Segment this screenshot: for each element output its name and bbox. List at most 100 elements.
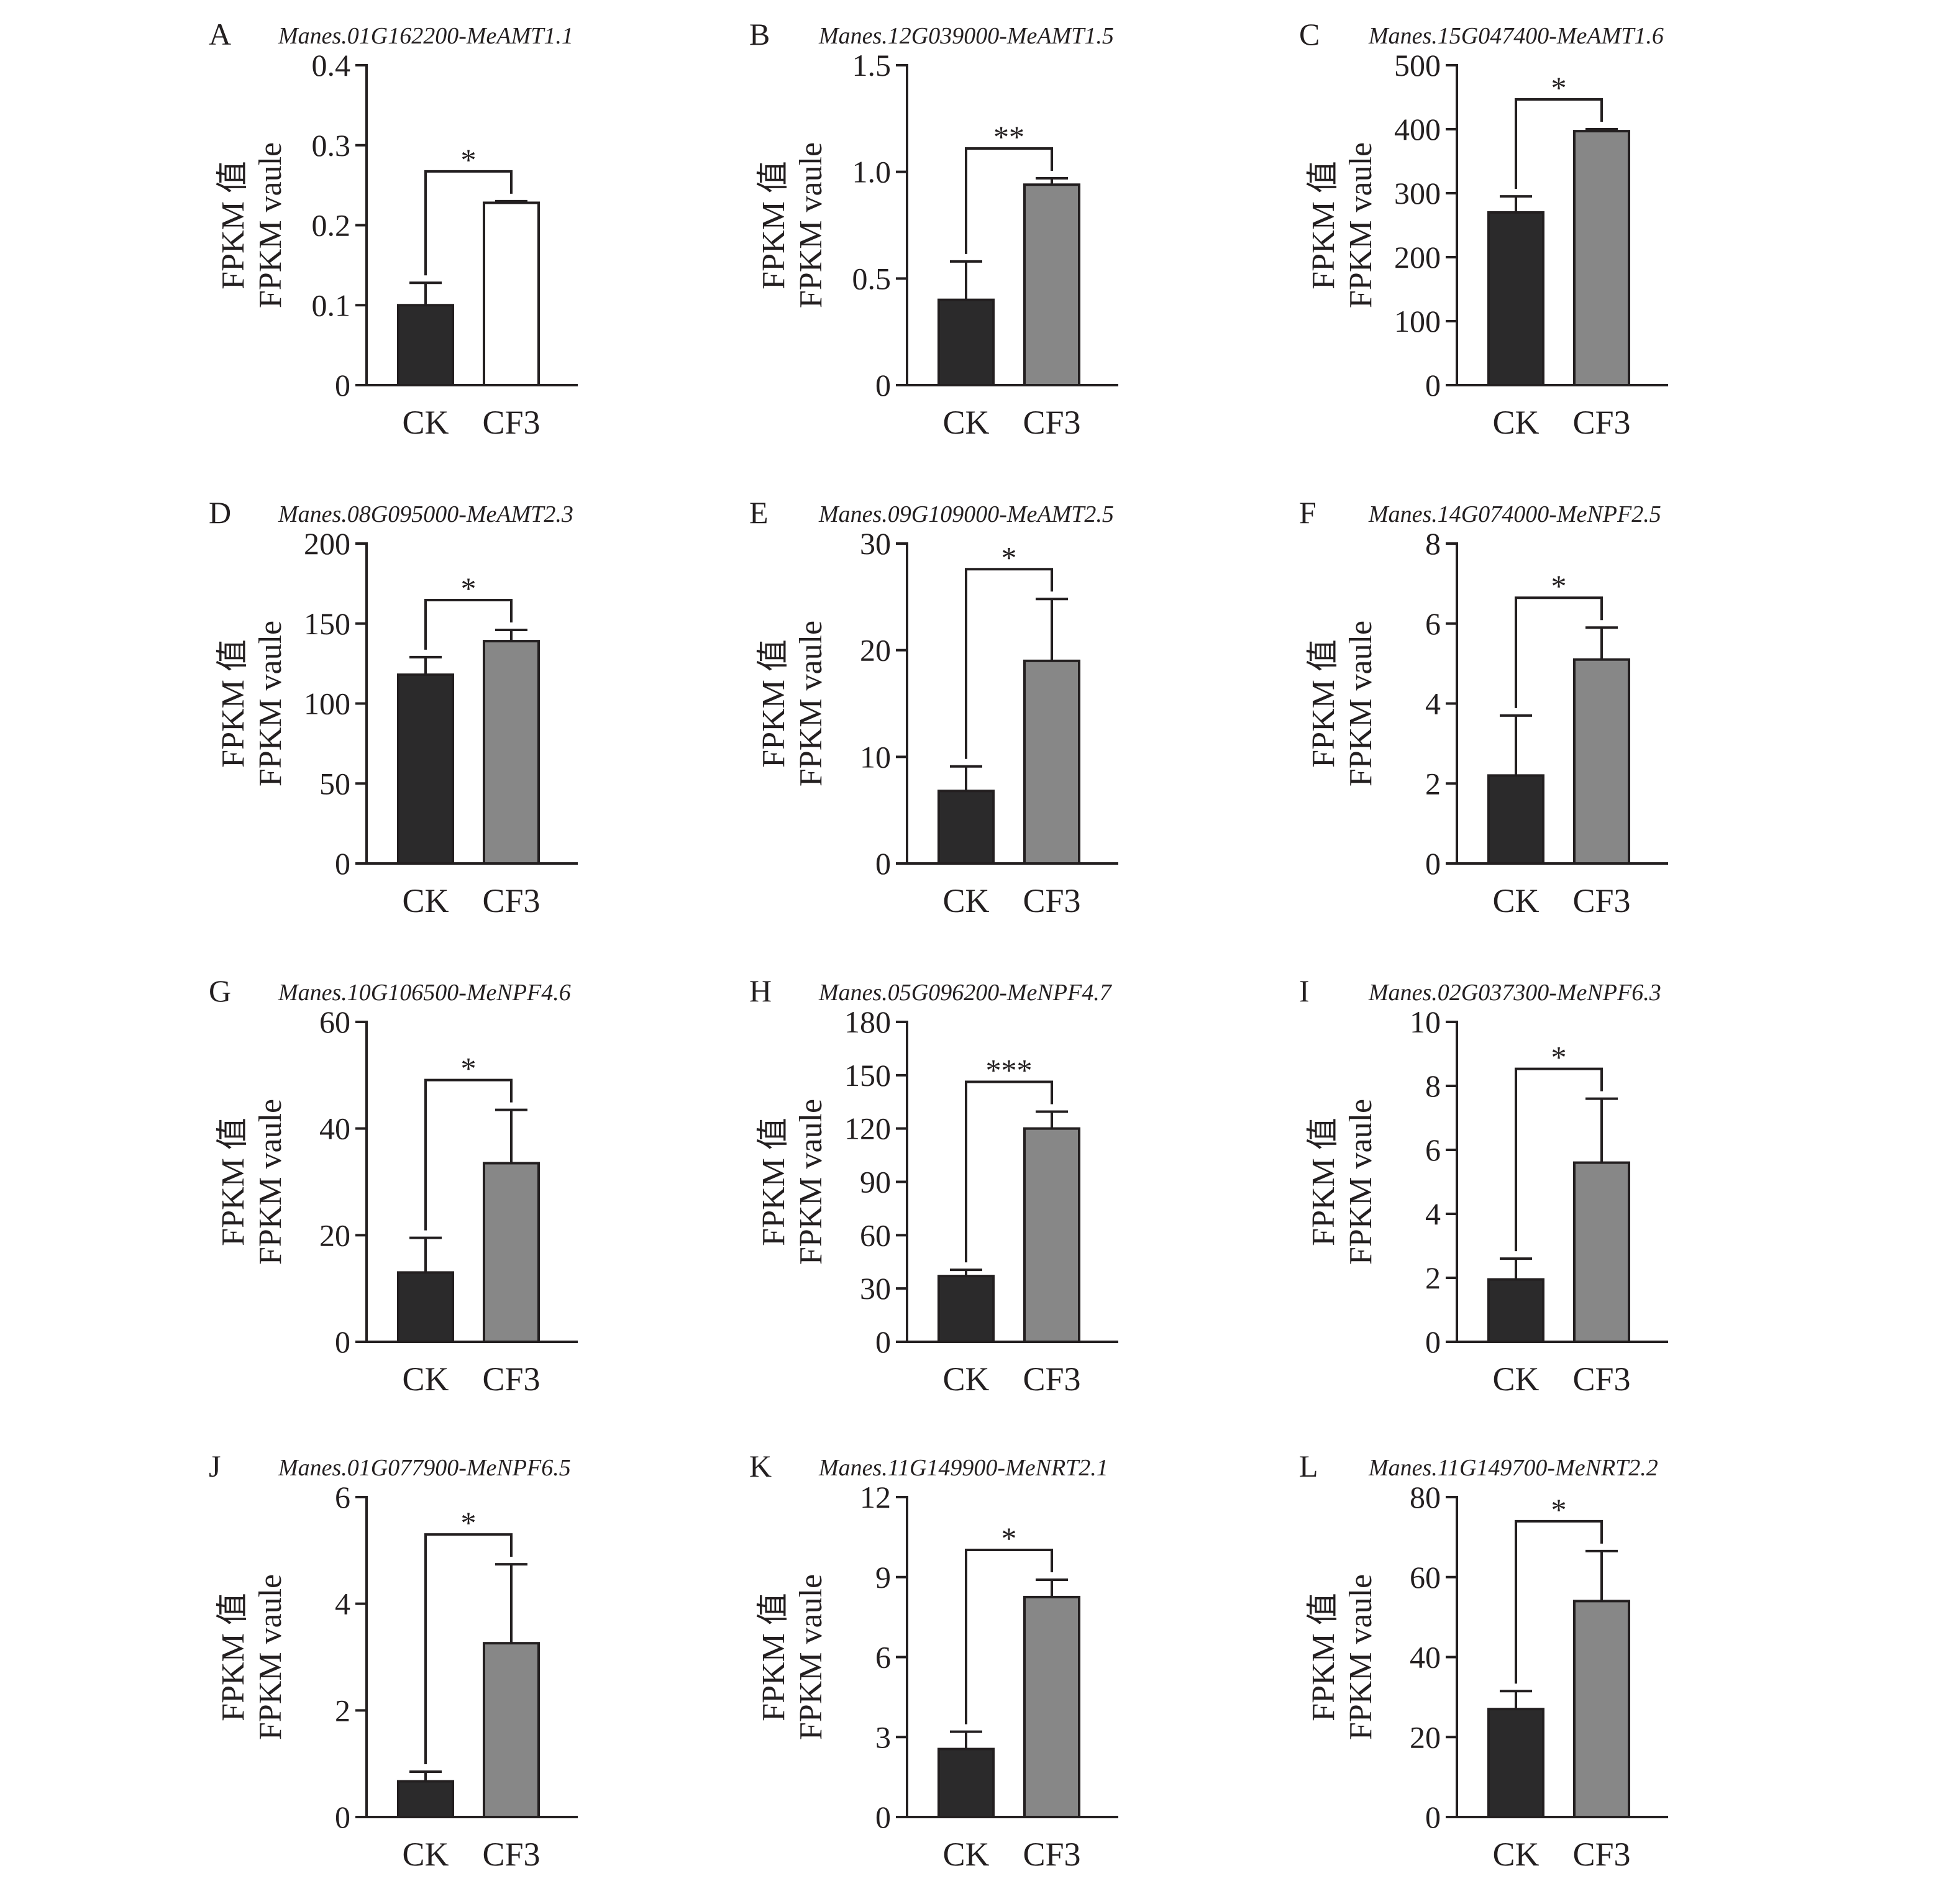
y-tick-label: 10	[1410, 1004, 1441, 1039]
y-axis-label-line1: FPKM 值	[756, 1118, 791, 1246]
y-tick-label: 0.3	[312, 128, 351, 163]
chart-svg: L Manes.11G149700-MeNRT2.2 FPKM 值 FPKM vaul…	[1299, 1449, 1668, 1873]
y-axis-label-line2: FPKM vaule	[793, 1099, 829, 1265]
gene-title: Manes.09G109000-MeAMT2.5	[818, 501, 1114, 527]
y-axis-label-line2: FPKM vaule	[793, 1574, 829, 1740]
significance-bracket	[1515, 98, 1603, 189]
y-tick-label: 0	[875, 846, 891, 881]
chart-panel-j: J Manes.01G077900-MeNPF6.5 FPKM 值 FPKM vaul…	[205, 1444, 826, 1904]
bar-cf3	[1023, 1127, 1080, 1343]
category-label: CK	[942, 1360, 989, 1398]
chart-svg: B Manes.12G039000-MeAMT1.5 FPKM 值 FPKM vaul…	[749, 17, 1118, 441]
chart-svg: J Manes.01G077900-MeNPF6.5 FPKM 值 FPKM vaul…	[209, 1449, 578, 1873]
chart-svg: D Manes.08G095000-MeAMT2.3 FPKM 值 FPKM vaul…	[209, 495, 578, 919]
chart-svg: K Manes.11G149900-MeNRT2.1 FPKM 值 FPKM vaul…	[749, 1449, 1118, 1873]
panel-letter: J	[209, 1449, 221, 1483]
bar-cf3	[1573, 1600, 1630, 1818]
y-tick-label: 10	[860, 739, 891, 774]
category-label: CK	[402, 404, 449, 441]
category-label: CF3	[1572, 1360, 1630, 1398]
y-axis-label-line1: FPKM 值	[756, 161, 791, 289]
y-axis-label-line1: FPKM 值	[216, 161, 251, 289]
bar-cf3	[1573, 130, 1630, 386]
y-tick-label: 20	[1410, 1720, 1441, 1754]
category-label: CF3	[482, 882, 540, 919]
y-axis-label-line2: FPKM vaule	[1343, 621, 1379, 786]
chart-svg: C Manes.15G047400-MeAMT1.6 FPKM 值 FPKM vaul…	[1299, 17, 1668, 441]
y-axis-label-line1: FPKM 值	[216, 1118, 251, 1246]
y-tick-label: 80	[1410, 1480, 1441, 1515]
significance-bracket	[424, 599, 513, 650]
y-axis-label-line1: FPKM 值	[756, 1593, 791, 1721]
chart-svg: A Manes.01G162200-MeAMT1.1 FPKM 值 FPKM vaul…	[209, 17, 578, 441]
y-tick-label: 6	[1425, 1132, 1441, 1167]
y-tick-label: 0	[335, 368, 350, 403]
y-axis-label-line2: FPKM vaule	[253, 142, 288, 308]
y-axis-label-line1: FPKM 值	[1306, 1118, 1341, 1246]
category-label: CF3	[1023, 1360, 1080, 1398]
significance-stars: *	[1551, 1492, 1567, 1527]
bar-ck	[397, 673, 454, 865]
y-tick-label: 2	[1425, 1260, 1441, 1295]
significance-bracket	[965, 1080, 1053, 1263]
bar-ck	[1487, 1278, 1544, 1344]
y-axis-label-line2: FPKM vaule	[253, 621, 288, 786]
bar-ck	[397, 304, 454, 386]
panel-letter: A	[209, 17, 231, 52]
y-tick-label: 9	[875, 1560, 891, 1595]
category-label: CF3	[1023, 882, 1080, 919]
category-label: CF3	[1023, 1836, 1080, 1873]
significance-bracket	[424, 1533, 513, 1765]
significance-bracket	[1515, 1519, 1603, 1684]
panel-letter: D	[209, 495, 231, 530]
y-axis-label-line2: FPKM vaule	[1343, 1099, 1379, 1265]
gene-title: Manes.11G149700-MeNRT2.2	[1368, 1455, 1658, 1481]
y-axis-label-line1: FPKM 值	[1306, 161, 1341, 289]
chart-panel-c: C Manes.15G047400-MeAMT1.6 FPKM 值 FPKM vaul…	[1295, 12, 1917, 472]
chart-svg: H Manes.05G096200-MeNPF4.7 FPKM 值 FPKM vaul…	[749, 973, 1118, 1398]
gene-title: Manes.01G162200-MeAMT1.1	[278, 23, 573, 49]
y-tick-label: 200	[304, 526, 350, 561]
y-tick-label: 500	[1394, 48, 1441, 83]
bar-ck	[937, 298, 995, 386]
bar-cf3	[1023, 659, 1080, 865]
y-axis-label-line2: FPKM vaule	[793, 621, 829, 786]
chart-svg: F Manes.14G074000-MeNPF2.5 FPKM 值 FPKM vaul…	[1299, 495, 1668, 919]
chart-panel-h: H Manes.05G096200-MeNPF4.7 FPKM 值 FPKM vaul…	[746, 969, 1367, 1429]
chart-svg: G Manes.10G106500-MeNPF4.6 FPKM 值 FPKM vaul…	[209, 973, 578, 1398]
y-tick-label: 0	[875, 1800, 891, 1834]
y-tick-label: 300	[1394, 176, 1441, 211]
panel-letter: E	[749, 495, 769, 530]
y-tick-label: 6	[335, 1480, 350, 1515]
significance-stars: *	[461, 1051, 477, 1086]
y-axis-label-line2: FPKM vaule	[1343, 1574, 1379, 1740]
panel-letter: F	[1299, 495, 1316, 530]
y-axis-label-line1: FPKM 值	[1306, 1593, 1341, 1721]
y-tick-label: 100	[1394, 304, 1441, 339]
significance-stars: *	[461, 142, 477, 177]
y-tick-label: 3	[875, 1720, 891, 1754]
chart-panel-a: A Manes.01G162200-MeAMT1.1 FPKM 值 FPKM vaul…	[205, 12, 826, 472]
panel-letter: K	[749, 1449, 772, 1483]
bar-ck	[1487, 1708, 1544, 1818]
gene-title: Manes.02G037300-MeNPF6.3	[1368, 980, 1661, 1006]
y-tick-label: 0	[1425, 846, 1441, 881]
significance-bracket	[424, 1078, 513, 1231]
y-tick-label: 2	[335, 1693, 350, 1728]
y-tick-label: 0	[1425, 368, 1441, 403]
category-label: CF3	[1572, 1836, 1630, 1873]
significance-stars: ***	[986, 1052, 1033, 1087]
y-tick-label: 1.0	[852, 155, 892, 189]
chart-panel-e: E Manes.09G109000-MeAMT2.5 FPKM 值 FPKM vaul…	[746, 491, 1367, 950]
bar-cf3	[483, 1642, 540, 1818]
significance-stars: *	[1551, 70, 1567, 105]
significance-stars: *	[461, 571, 477, 606]
y-tick-label: 6	[1425, 606, 1441, 641]
y-axis-label-line1: FPKM 值	[216, 1593, 251, 1721]
category-label: CK	[402, 882, 449, 919]
y-tick-label: 12	[860, 1480, 891, 1515]
bar-cf3	[1023, 1595, 1080, 1818]
chart-svg: E Manes.09G109000-MeAMT2.5 FPKM 值 FPKM vaul…	[749, 495, 1118, 919]
gene-title: Manes.11G149900-MeNRT2.1	[818, 1455, 1108, 1481]
y-tick-label: 0.4	[312, 48, 351, 83]
